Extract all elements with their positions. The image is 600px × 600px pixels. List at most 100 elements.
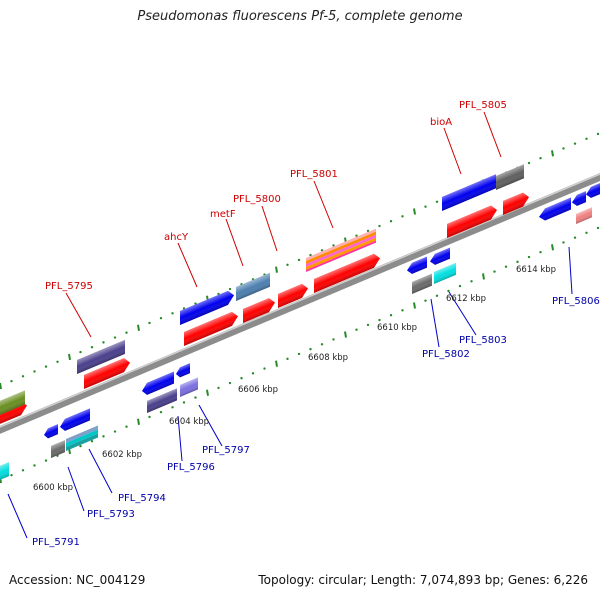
gene-blue-bioa[interactable] [442,174,496,211]
lower-tick-25 [286,357,289,361]
upper-tick-28 [320,249,324,252]
gene-olive[interactable] [0,390,25,417]
gene-blue-r6[interactable] [430,247,450,267]
scale-label-6604: 6604 kbp [169,417,209,427]
lower-tick-51 [585,231,588,234]
upper-tick-34 [389,219,393,223]
label-pfl5793[interactable]: PFL_5793 [87,509,135,520]
topology-text: Topology: circular; Length: 7,074,893 bp… [258,573,588,587]
label-ahcy[interactable]: ahcY [164,232,189,243]
lower-tick-26 [297,352,301,356]
label-pfl5803[interactable]: PFL_5803 [459,335,507,346]
gene-cyan-1[interactable] [0,462,9,482]
label-pfl5791[interactable]: PFL_5791 [32,537,80,548]
label-pfl5795[interactable]: PFL_5795 [45,281,93,292]
gene-multi-5801[interactable] [306,228,376,272]
gene-blue-r5[interactable] [407,256,427,276]
upper-tick-46 [527,161,531,165]
upper-tick-37 [424,205,427,208]
lower-tick-18 [206,389,209,396]
upper-tick-14 [159,316,163,320]
upper-tick-38 [435,200,439,204]
accession-text: Accession: NC_004129 [9,573,146,587]
gene-blue-r3[interactable] [142,371,174,397]
lower-tick-40 [458,284,462,288]
label-pfl5797[interactable]: PFL_5797 [202,445,250,456]
upper-tick-10 [113,336,117,339]
lower-tick-27 [309,347,312,351]
upper-tick-52 [596,132,600,136]
lower-tick-41 [470,280,473,283]
label-pfl5802[interactable]: PFL_5802 [422,349,470,360]
gene-red-1[interactable] [0,399,27,426]
gene-slate-1[interactable] [77,339,125,374]
lower-tick-43 [493,270,496,273]
gene-blue-r4[interactable] [176,363,190,379]
genome-backbone [0,173,600,434]
gene-blue-r7[interactable] [539,197,571,223]
lower-tick-32 [366,323,370,327]
lower-tick-28 [320,343,324,346]
upper-tick-33 [378,224,381,228]
gene-gray-r1[interactable] [51,440,65,458]
upper-tick-0 [0,382,2,390]
gene-blue-ahcy[interactable] [180,288,234,325]
label-pfl5801[interactable]: PFL_5801 [290,169,338,180]
upper-tick-36 [413,208,416,215]
gene-red-4[interactable] [243,296,275,323]
upper-tick-4 [44,365,48,368]
gene-teal-r1[interactable] [66,425,98,451]
gene-red-2[interactable] [84,356,130,389]
label-pfl5805[interactable]: PFL_5805 [459,100,507,111]
lower-tick-39 [447,289,450,293]
upper-tick-49 [562,147,565,150]
gene-cyan-r2[interactable] [434,262,456,284]
gene-red-3[interactable] [184,309,238,346]
lower-tick-23 [263,367,266,370]
gene-red-7[interactable] [447,203,497,238]
reverse-gene-track [0,180,600,482]
lower-tick-33 [378,318,381,322]
upper-tick-48 [551,150,554,157]
gene-pink-r1[interactable] [576,207,592,224]
lower-tick-37 [424,299,427,302]
gene-steel-metf[interactable] [236,272,270,301]
gene-blue-r9[interactable] [586,180,600,200]
reverse-tick-track [0,226,600,484]
lower-tick-36 [413,302,416,309]
label-pfl5794[interactable]: PFL_5794 [118,493,166,504]
label-bioa[interactable]: bioA [430,117,452,128]
lower-tick-8 [90,440,94,443]
upper-tick-20 [228,287,232,291]
upper-tick-16 [182,307,186,310]
forward-leader-lines [65,111,502,338]
upper-tick-5 [56,360,59,363]
gene-gray-r2[interactable] [412,273,432,294]
gene-slate-r1[interactable] [147,388,177,413]
forward-gene-track [0,164,529,426]
label-metf[interactable]: metF [210,209,236,220]
label-pfl5806[interactable]: PFL_5806 [552,296,600,307]
lower-tick-12 [137,418,140,425]
lower-tick-35 [401,309,404,312]
lower-tick-22 [251,372,255,375]
upper-tick-35 [401,215,404,218]
scale-label-6614: 6614 kbp [516,265,556,275]
gene-blue-r2[interactable] [60,408,90,433]
gene-lavender-r1[interactable] [180,377,198,397]
scale-label-6606: 6606 kbp [238,385,278,395]
gene-red-5[interactable] [278,281,308,308]
gene-gray-5805[interactable] [496,164,524,190]
gene-blue-r1[interactable] [44,424,58,440]
gene-red-8[interactable] [503,190,529,215]
lower-tick-10 [113,430,117,433]
upper-tick-15 [171,312,174,315]
upper-tick-51 [585,137,588,140]
label-pfl5800[interactable]: PFL_5800 [233,194,281,205]
gene-red-6[interactable] [314,251,380,293]
lower-tick-31 [355,328,358,331]
upper-tick-17 [194,302,197,305]
gene-blue-r8[interactable] [572,191,586,208]
label-pfl5796[interactable]: PFL_5796 [167,462,215,473]
